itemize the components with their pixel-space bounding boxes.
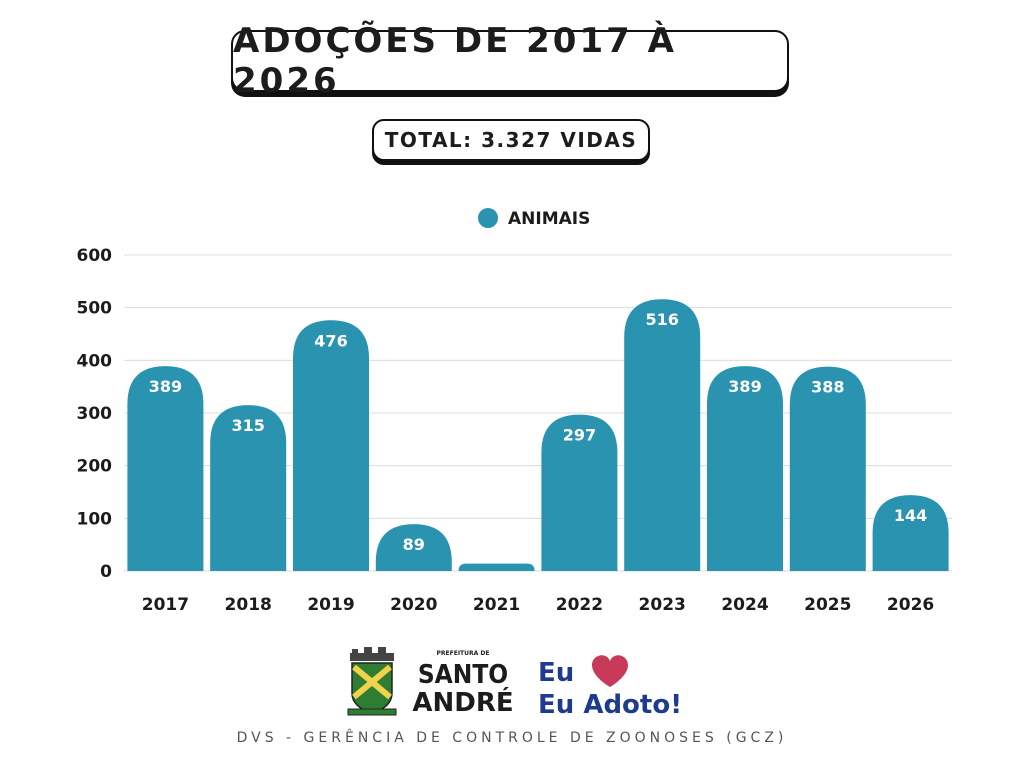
bar-2025 [789,366,866,571]
x-tick-label: 2023 [639,595,686,615]
santo-andre-line1: SANTO [418,660,508,690]
x-tick-label: 2018 [225,595,272,615]
x-tick-label: 2021 [473,595,520,615]
bar-2021 [458,563,535,571]
x-tick-label: 2022 [556,595,603,615]
data-label-2018: 315 [231,416,264,435]
data-label-2025: 388 [811,378,844,397]
eu-adoto-line2: Eu Adoto! [538,690,682,720]
data-label-2020: 89 [403,535,425,554]
bar-2018 [210,405,287,571]
x-tick-label: 2020 [390,595,437,615]
y-tick-label: 600 [77,246,113,266]
bar-2026 [872,495,949,571]
y-tick-label: 400 [77,351,113,371]
chart-title: ADOÇÕES DE 2017 À 2026 [233,21,677,101]
subtitle-box: TOTAL: 3.327 VIDAS [372,119,650,161]
legend-label: ANIMAIS [508,209,590,229]
bar-chart: 0 100 200 300 400 500 600 ANIMAIS 389 2017 315 2018… [77,208,952,615]
bar-2024 [707,366,783,571]
heart-icon [592,655,628,687]
y-tick-label: 500 [77,299,113,319]
chart-subtitle: TOTAL: 3.327 VIDAS [384,128,638,152]
bar-2017 [127,366,204,571]
y-tick-label: 200 [77,457,113,477]
x-tick-label: 2019 [307,595,354,615]
eu-adoto-logo: Eu Eu Adoto! [538,655,682,720]
santo-andre-logo: PREFEITURA DE SANTO ANDRÉ [347,647,514,718]
data-label-2023: 516 [645,310,678,329]
data-label-2024: 389 [728,377,761,396]
x-tick-label: 2017 [142,595,189,615]
x-tick-label: 2025 [804,595,851,615]
x-tick-label: 2026 [887,595,934,615]
data-label-2026: 144 [894,506,927,525]
y-tick-label: 300 [77,404,113,424]
footer-text: DVS - GERÊNCIA DE CONTROLE DE ZOONOSES (… [236,730,788,746]
title-box: ADOÇÕES DE 2017 À 2026 [231,21,789,101]
logos: PREFEITURA DE SANTO ANDRÉ Eu Eu Adoto! [347,647,682,720]
bar-2023 [624,299,701,571]
data-label-2019: 476 [314,331,347,350]
data-label-2022: 297 [563,426,596,445]
santo-andre-small-text: PREFEITURA DE [437,650,490,657]
x-tick-label: 2024 [721,595,768,615]
data-label-2017: 389 [149,377,182,396]
santo-andre-crest-icon [347,647,397,716]
eu-adoto-line1: Eu [538,658,574,688]
santo-andre-line2: ANDRÉ [412,686,513,718]
bar-2019 [293,320,369,571]
bar-2022 [541,414,618,571]
y-tick-label: 100 [77,509,113,529]
legend-marker [478,208,498,228]
y-tick-label: 0 [100,562,112,582]
bar-2020 [375,524,452,571]
